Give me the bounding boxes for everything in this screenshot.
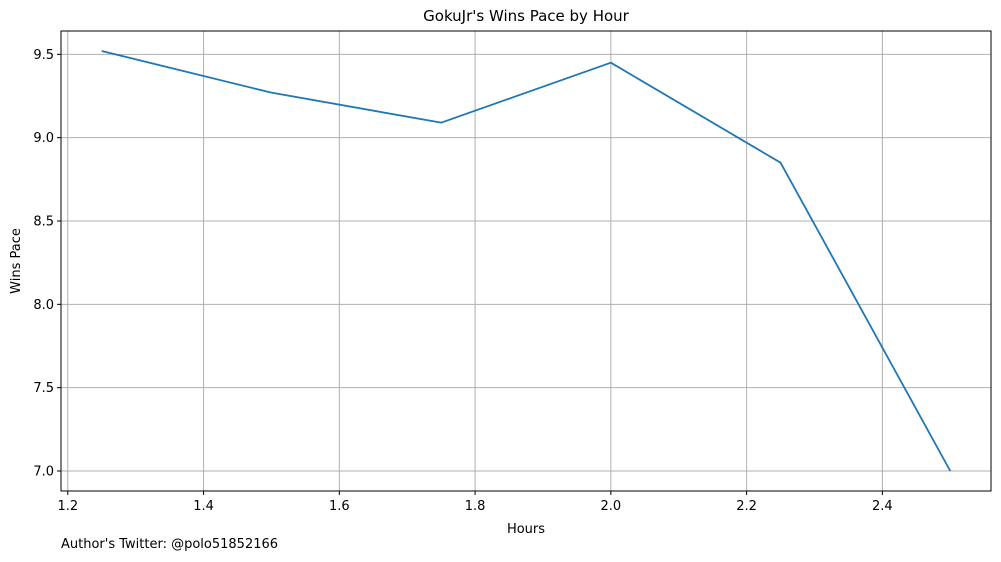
x-tick-label: 1.8: [465, 499, 486, 514]
x-tick-label: 2.0: [601, 499, 622, 514]
series-group: [101, 50, 952, 472]
y-tick-label: 8.0: [33, 298, 54, 313]
x-tick-label: 1.2: [57, 499, 78, 514]
x-axis-label: Hours: [507, 522, 545, 537]
y-tick-label: 7.0: [33, 465, 54, 480]
x-axis: 1.2 1.4 1.6 1.8 2.0 2.2 2.4: [57, 491, 893, 514]
y-axis-label: Wins Pace: [9, 228, 24, 294]
y-tick-label: 8.5: [33, 215, 54, 230]
x-tick-label: 2.2: [736, 499, 757, 514]
plot-frame: [60, 30, 992, 492]
x-tick-label: 2.4: [872, 499, 893, 514]
author-footnote: Author's Twitter: @polo51852166: [61, 537, 279, 552]
grid-lines: [61, 31, 991, 491]
y-axis: 7.0 7.5 8.0 8.5 9.0 9.5: [33, 48, 61, 480]
y-tick-label: 9.0: [33, 131, 54, 146]
x-tick-label: 1.4: [193, 499, 214, 514]
series-line: [101, 50, 952, 472]
x-tick-label: 1.6: [329, 499, 350, 514]
y-tick-label: 7.5: [33, 381, 54, 396]
y-tick-label: 9.5: [33, 48, 54, 63]
chart-title: GokuJr's Wins Pace by Hour: [423, 7, 630, 25]
